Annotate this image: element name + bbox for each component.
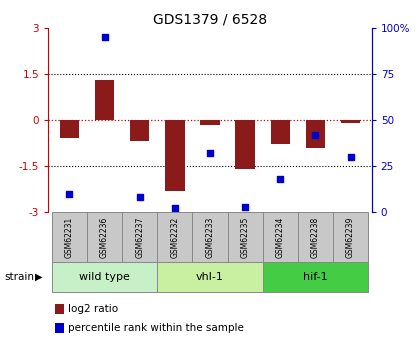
Text: GSM62239: GSM62239 bbox=[346, 217, 355, 258]
Point bbox=[101, 34, 108, 40]
FancyBboxPatch shape bbox=[298, 212, 333, 262]
Point bbox=[207, 150, 213, 156]
Bar bbox=[270, 120, 290, 145]
FancyBboxPatch shape bbox=[333, 212, 368, 262]
Point bbox=[277, 176, 284, 182]
Title: GDS1379 / 6528: GDS1379 / 6528 bbox=[153, 12, 267, 27]
Bar bbox=[236, 120, 255, 169]
FancyBboxPatch shape bbox=[52, 212, 87, 262]
FancyBboxPatch shape bbox=[192, 212, 228, 262]
FancyBboxPatch shape bbox=[87, 212, 122, 262]
Text: log2 ratio: log2 ratio bbox=[68, 304, 118, 314]
Text: percentile rank within the sample: percentile rank within the sample bbox=[68, 323, 244, 333]
Point bbox=[312, 132, 319, 137]
Point bbox=[66, 191, 73, 196]
Bar bbox=[200, 120, 220, 125]
Text: vhl-1: vhl-1 bbox=[196, 272, 224, 282]
Text: GSM62235: GSM62235 bbox=[241, 217, 249, 258]
FancyBboxPatch shape bbox=[228, 212, 263, 262]
Text: GSM62236: GSM62236 bbox=[100, 217, 109, 258]
Point bbox=[242, 204, 249, 209]
Point bbox=[347, 154, 354, 159]
Text: ▶: ▶ bbox=[34, 272, 42, 282]
Text: GSM62232: GSM62232 bbox=[171, 217, 179, 258]
Text: GSM62231: GSM62231 bbox=[65, 217, 74, 258]
Bar bbox=[95, 80, 114, 120]
Bar bbox=[165, 120, 184, 191]
FancyBboxPatch shape bbox=[52, 262, 157, 292]
Bar bbox=[130, 120, 150, 141]
Text: hif-1: hif-1 bbox=[303, 272, 328, 282]
Text: GSM62237: GSM62237 bbox=[135, 217, 144, 258]
Point bbox=[136, 195, 143, 200]
FancyBboxPatch shape bbox=[263, 212, 298, 262]
Text: strain: strain bbox=[4, 272, 34, 282]
FancyBboxPatch shape bbox=[263, 262, 368, 292]
Bar bbox=[341, 120, 360, 123]
Text: GSM62233: GSM62233 bbox=[205, 217, 215, 258]
Bar bbox=[60, 120, 79, 138]
Text: GSM62234: GSM62234 bbox=[276, 217, 285, 258]
FancyBboxPatch shape bbox=[157, 262, 263, 292]
FancyBboxPatch shape bbox=[157, 212, 192, 262]
Point bbox=[171, 206, 178, 211]
Text: GSM62238: GSM62238 bbox=[311, 217, 320, 258]
FancyBboxPatch shape bbox=[122, 212, 157, 262]
Bar bbox=[306, 120, 325, 148]
Text: wild type: wild type bbox=[79, 272, 130, 282]
